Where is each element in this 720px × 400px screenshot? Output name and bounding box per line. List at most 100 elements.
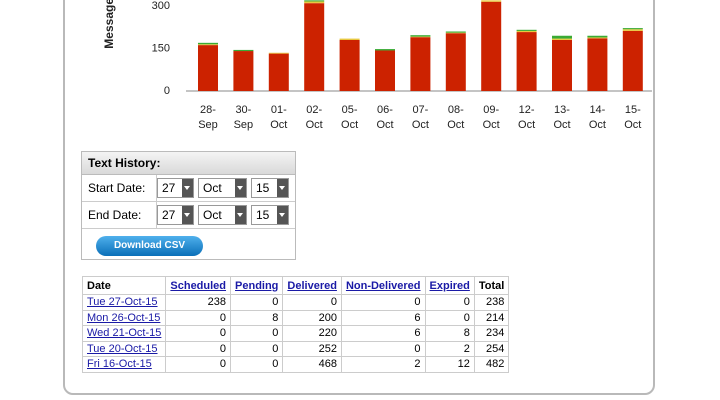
bar-segment bbox=[339, 38, 360, 40]
date-select[interactable]: 15 bbox=[251, 178, 289, 198]
count-cell: 468 bbox=[282, 356, 342, 373]
table-row: Mon 26-Oct-15 0 8 200 6 0 214 bbox=[81, 309, 510, 326]
x-tick-label: 05-Oct bbox=[341, 104, 359, 131]
history-table: Date Scheduled Pending Delivered Non-Deliver… bbox=[81, 276, 510, 373]
date-cell: Tue 20-Oct-15 bbox=[81, 340, 167, 357]
date-select[interactable]: 27 bbox=[157, 178, 194, 198]
bar-segment bbox=[481, 0, 502, 2]
y-axis-label: Messages bbox=[102, 0, 116, 49]
bar-segment bbox=[552, 35, 572, 39]
sort-link[interactable]: Delivered bbox=[287, 279, 337, 292]
select-arrow bbox=[277, 179, 288, 197]
bar-segment bbox=[410, 37, 431, 91]
x-tick-label: 09-Oct bbox=[482, 104, 500, 131]
bar-segment bbox=[516, 30, 537, 33]
date-link[interactable]: Tue 20-Oct-15 bbox=[87, 342, 158, 355]
date-select[interactable]: 15 bbox=[251, 205, 289, 225]
count-cell: 0 bbox=[230, 294, 284, 311]
count-cell: 0 bbox=[424, 294, 475, 311]
x-tick-label: 13-Oct bbox=[553, 104, 571, 131]
count-cell: 238 bbox=[473, 294, 510, 311]
date-link[interactable]: Mon 26-Oct-15 bbox=[87, 311, 161, 324]
count-cell: 0 bbox=[165, 356, 232, 373]
table-row: Wed 21-Oct-15 0 0 220 6 8 234 bbox=[81, 325, 510, 342]
bar-segment bbox=[198, 44, 218, 46]
bar-segment bbox=[198, 45, 218, 91]
select-arrow bbox=[235, 179, 246, 197]
column-header: Date bbox=[81, 276, 167, 295]
sort-link[interactable]: Pending bbox=[235, 279, 279, 292]
bar-segment bbox=[552, 38, 572, 40]
select-value: 15 bbox=[256, 208, 270, 222]
end-label: End Date: bbox=[82, 202, 157, 228]
date-cell: Tue 27-Oct-15 bbox=[81, 294, 167, 311]
date-cell: Mon 26-Oct-15 bbox=[81, 309, 167, 326]
column-header: Delivered bbox=[282, 276, 342, 295]
bar-segment bbox=[587, 35, 608, 38]
count-cell: 2 bbox=[340, 356, 426, 373]
bar-segment bbox=[375, 50, 395, 91]
x-tick-label: 02-Oct bbox=[305, 104, 323, 131]
x-tick-label: 06-Oct bbox=[376, 104, 394, 131]
bar-segment bbox=[339, 40, 360, 91]
date-select[interactable]: Oct bbox=[198, 205, 247, 225]
x-tick-label: 30-Sep bbox=[233, 104, 254, 131]
count-cell: 254 bbox=[473, 340, 510, 357]
date-link[interactable]: Wed 21-Oct-15 bbox=[87, 327, 162, 340]
sort-link[interactable]: Non-Delivered bbox=[345, 279, 421, 292]
table-row: Tue 20-Oct-15 0 0 252 0 2 254 bbox=[81, 340, 510, 357]
count-cell: 0 bbox=[340, 294, 426, 311]
bar-segment bbox=[304, 3, 325, 92]
count-cell: 214 bbox=[473, 309, 510, 326]
date-select[interactable]: 27 bbox=[157, 205, 194, 225]
bar-segment bbox=[375, 49, 395, 51]
count-cell: 0 bbox=[230, 325, 284, 342]
bar-segment bbox=[268, 52, 289, 54]
bar-segment bbox=[268, 53, 289, 91]
x-tick-label: 08-Oct bbox=[447, 104, 465, 131]
bar-segment bbox=[233, 49, 254, 52]
table-row: Tue 27-Oct-15 238 0 0 0 0 238 bbox=[81, 294, 510, 311]
sort-link[interactable]: Expired bbox=[429, 279, 470, 292]
bar-segment bbox=[516, 32, 537, 91]
count-cell: 6 bbox=[340, 309, 426, 326]
count-cell: 8 bbox=[424, 325, 475, 342]
date-link[interactable]: Tue 27-Oct-15 bbox=[87, 296, 158, 309]
bar-segment bbox=[198, 42, 218, 45]
bar-segment bbox=[587, 37, 608, 39]
x-tick-label: 15-Oct bbox=[624, 104, 642, 131]
count-cell: 238 bbox=[165, 294, 232, 311]
end-row: End Date: 27 Oct 15 bbox=[82, 202, 295, 229]
x-tick-label: 07-Oct bbox=[411, 104, 429, 131]
bar-segment bbox=[622, 28, 643, 30]
bar-segment bbox=[445, 32, 466, 34]
date-select[interactable]: Oct bbox=[198, 178, 247, 198]
count-cell: 0 bbox=[165, 340, 232, 357]
count-cell: 0 bbox=[230, 340, 284, 357]
sort-link[interactable]: Scheduled bbox=[170, 279, 227, 292]
bar-segment bbox=[304, 1, 325, 4]
y-tick-label: 150 bbox=[152, 42, 170, 54]
y-tick-label: 300 bbox=[152, 0, 170, 12]
bar-segment bbox=[481, 1, 502, 91]
select-value: 15 bbox=[256, 181, 270, 195]
bar-segment bbox=[304, 0, 325, 2]
bar-segment bbox=[552, 40, 572, 91]
column-header: Scheduled bbox=[165, 276, 232, 295]
date-link[interactable]: Fri 16-Oct-15 bbox=[87, 358, 152, 371]
column-header: Pending bbox=[230, 276, 284, 295]
select-value: Oct bbox=[203, 181, 222, 195]
bar-segment bbox=[445, 31, 466, 33]
select-arrow bbox=[277, 206, 288, 224]
column-header: Total bbox=[473, 276, 510, 295]
column-header: Non-Delivered bbox=[340, 276, 426, 295]
download-button[interactable]: Download CSV bbox=[96, 236, 203, 256]
count-cell: 0 bbox=[424, 309, 475, 326]
bar-segment bbox=[516, 29, 537, 31]
x-tick-label: 14-Oct bbox=[588, 104, 606, 131]
x-tick-label: 01-Oct bbox=[270, 104, 288, 131]
count-cell: 12 bbox=[424, 356, 475, 373]
select-value: 27 bbox=[162, 181, 176, 195]
count-cell: 0 bbox=[340, 340, 426, 357]
